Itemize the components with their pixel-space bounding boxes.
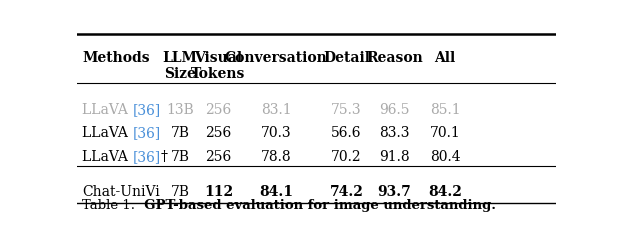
Text: Reason: Reason xyxy=(366,51,423,65)
Text: †: † xyxy=(161,150,167,164)
Text: Table 1.: Table 1. xyxy=(82,199,135,212)
Text: 75.3: 75.3 xyxy=(331,103,362,117)
Text: 93.7: 93.7 xyxy=(378,185,411,199)
Text: 84.1: 84.1 xyxy=(259,185,293,199)
Text: 96.5: 96.5 xyxy=(379,103,410,117)
Text: 70.2: 70.2 xyxy=(331,150,362,164)
Text: 84.2: 84.2 xyxy=(428,185,462,199)
Text: 74.2: 74.2 xyxy=(329,185,363,199)
Text: All: All xyxy=(434,51,455,65)
Text: Methods: Methods xyxy=(82,51,150,65)
Text: Conversation: Conversation xyxy=(224,51,328,65)
Text: 7B: 7B xyxy=(171,185,190,199)
Text: 83.1: 83.1 xyxy=(261,103,291,117)
Text: Detail: Detail xyxy=(323,51,370,65)
Text: 80.4: 80.4 xyxy=(430,150,460,164)
Text: 56.6: 56.6 xyxy=(331,126,362,140)
Text: 13B: 13B xyxy=(166,103,194,117)
Text: 91.8: 91.8 xyxy=(379,150,410,164)
Text: 256: 256 xyxy=(205,150,232,164)
Text: LLaVA: LLaVA xyxy=(82,126,132,140)
Text: 70.1: 70.1 xyxy=(430,126,460,140)
Text: GPT-based evaluation for image understanding.: GPT-based evaluation for image understan… xyxy=(135,199,496,212)
Text: [36]: [36] xyxy=(132,150,161,164)
Text: 112: 112 xyxy=(204,185,233,199)
Text: 256: 256 xyxy=(205,126,232,140)
Text: Visual
Tokens: Visual Tokens xyxy=(192,51,246,81)
Text: LLM
Size: LLM Size xyxy=(163,51,198,81)
Text: LLaVA: LLaVA xyxy=(82,103,132,117)
Text: [36]: [36] xyxy=(132,126,161,140)
Text: 7B: 7B xyxy=(171,150,190,164)
Text: [36]: [36] xyxy=(132,103,161,117)
Text: 256: 256 xyxy=(205,103,232,117)
Text: 7B: 7B xyxy=(171,126,190,140)
Text: 70.3: 70.3 xyxy=(261,126,291,140)
Text: Chat-UniVi: Chat-UniVi xyxy=(82,185,160,199)
Text: LLaVA: LLaVA xyxy=(82,150,132,164)
Text: 85.1: 85.1 xyxy=(430,103,460,117)
Text: 83.3: 83.3 xyxy=(379,126,410,140)
Text: 78.8: 78.8 xyxy=(261,150,291,164)
